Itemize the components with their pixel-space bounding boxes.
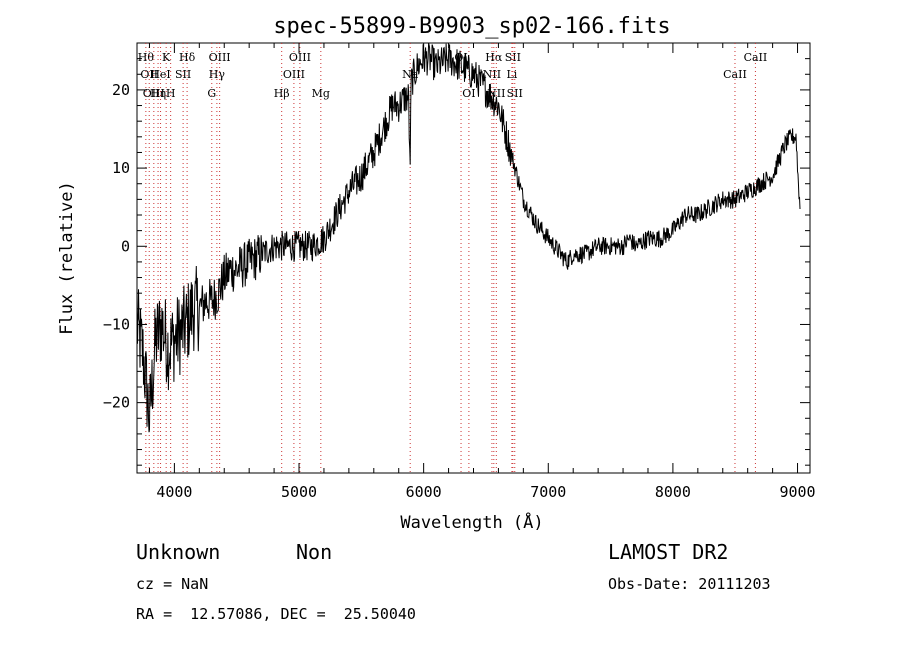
survey-name: LAMOST DR2 [608,540,729,564]
line-marker-label: OIII [283,68,305,81]
y-tick-label: 20 [112,81,130,99]
plot-frame [136,42,811,474]
spectrum-line [136,42,801,433]
chart-title: spec-55899-B9903_sp02-166.fits [273,14,670,39]
object-class: Unknown [136,540,221,564]
line-marker-label: OI [462,87,475,100]
y-tick-label: 0 [121,237,130,255]
line-marker-label: OIII [209,51,231,64]
observation-date: Obs-Date: 20111203 [608,575,771,593]
redshift: cz = NaN [136,575,209,593]
y-tick-label: 10 [112,159,130,177]
line-marker-label: CaII [723,68,747,81]
line-marker-label: SII [505,51,521,64]
line-marker-label: Hα [485,51,503,64]
emission-line-markers: HθOIIOIIIHηHeIKHSIIHδGHγOIIIHβOIIIOIIIMg… [138,43,768,473]
line-marker-label: SII [175,68,191,81]
line-marker-label: Hη [150,87,166,100]
line-marker-label: HeI [150,68,170,81]
line-marker-label: Mg [312,87,330,100]
line-marker-label: K [162,51,171,64]
coordinates: RA = 12.57086, DEC = 25.50040 [136,605,416,623]
y-axis-label: Flux (relative) [57,181,77,335]
x-tick-label: 4000 [156,483,192,501]
x-tick-label: 6000 [406,483,442,501]
x-tick-label: 5000 [281,483,317,501]
x-tick-label: 8000 [655,483,691,501]
line-marker-label: SII [507,87,523,100]
line-marker-label: Li [506,68,517,81]
line-marker-label: Hδ [179,51,196,64]
axis-ticks: 4000 5000 6000 7000 8000 9000 −20 −10 0 10 20 [103,42,816,501]
line-marker-label: H [166,87,176,100]
line-marker-label: Hβ [274,87,290,100]
y-tick-label: −20 [103,394,130,412]
object-subclass: Non [296,540,333,564]
x-axis-label: Wavelength (Å) [400,511,543,533]
y-tick-label: −10 [103,315,130,333]
line-marker-label: OIII [143,87,165,100]
line-marker-label: CaII [744,51,768,64]
line-marker-label: G [207,87,216,100]
x-tick-label: 7000 [530,483,566,501]
line-marker-label: OIII [289,51,311,64]
line-marker-label: Hθ [138,51,155,64]
line-marker-label: Hγ [209,68,226,81]
x-tick-label: 9000 [779,483,815,501]
